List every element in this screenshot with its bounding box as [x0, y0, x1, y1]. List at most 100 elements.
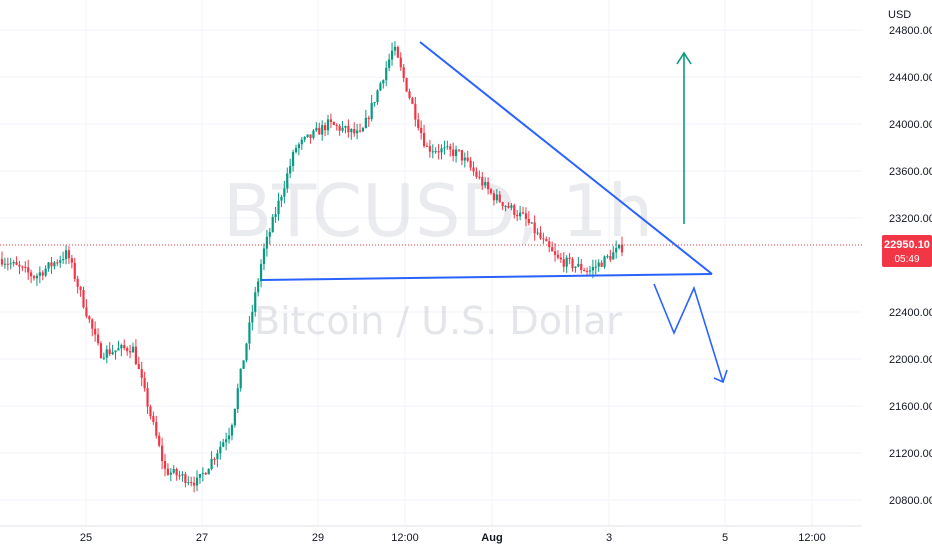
up-arrow[interactable] — [676, 51, 692, 224]
candles — [0, 41, 624, 493]
candle — [373, 101, 376, 107]
candle — [446, 140, 449, 150]
candle — [428, 139, 431, 158]
candle — [620, 236, 624, 257]
candle — [370, 95, 373, 122]
candle — [274, 206, 277, 223]
candle — [309, 134, 312, 144]
candle — [85, 299, 88, 319]
candle — [286, 167, 289, 193]
candle — [12, 260, 15, 267]
candle — [213, 457, 216, 465]
watermark-symbol: BTCUSD, 1h — [223, 169, 654, 253]
candle — [56, 259, 59, 267]
candle — [44, 265, 47, 278]
candle — [82, 286, 85, 309]
candle — [603, 255, 606, 269]
candle — [227, 427, 231, 444]
candle — [38, 266, 41, 284]
candle — [70, 254, 73, 269]
support-trendline[interactable] — [261, 273, 713, 281]
candle — [248, 316, 251, 350]
candle — [143, 371, 146, 392]
resistance-trendline[interactable] — [419, 41, 713, 275]
candle — [376, 89, 379, 105]
candle — [280, 194, 283, 208]
candle — [519, 205, 522, 221]
currency-label: USD — [888, 9, 911, 21]
candle — [187, 476, 190, 486]
candle — [222, 438, 225, 448]
candle — [91, 318, 94, 337]
candle — [131, 342, 135, 353]
candle — [539, 226, 542, 240]
candle — [516, 209, 519, 221]
candle — [160, 437, 164, 470]
candle — [434, 147, 437, 154]
candle — [216, 449, 219, 468]
candle — [242, 360, 245, 369]
candle — [126, 346, 129, 356]
candle — [21, 265, 24, 272]
candle — [361, 126, 365, 133]
candle — [312, 129, 315, 140]
time-tick-label: Aug — [481, 532, 502, 544]
price-tag: 22950.10 05:49 — [882, 235, 932, 267]
candle — [606, 254, 609, 259]
candle — [0, 251, 4, 267]
candle — [422, 124, 426, 148]
candle — [396, 45, 399, 59]
candle — [332, 121, 335, 126]
candle — [219, 441, 222, 460]
candle — [155, 415, 158, 439]
candle — [411, 96, 414, 105]
candle — [6, 257, 9, 271]
drawings[interactable] — [261, 41, 728, 384]
price-tick-label: 24800.00 — [889, 25, 932, 37]
candle — [271, 214, 274, 233]
candle — [615, 240, 618, 259]
candle — [452, 142, 455, 162]
candle — [577, 257, 580, 268]
candle — [50, 256, 53, 274]
candle — [388, 53, 391, 72]
down-zigzag-arrow[interactable] — [653, 283, 728, 384]
candle — [140, 361, 143, 387]
candle — [478, 170, 481, 180]
candle — [405, 77, 408, 93]
candle — [571, 257, 574, 272]
candle — [283, 180, 286, 204]
candle — [382, 79, 385, 89]
candle — [484, 177, 487, 189]
candle — [559, 252, 562, 263]
candle — [551, 241, 554, 252]
candle — [230, 423, 234, 441]
candle — [117, 340, 120, 351]
candle — [460, 149, 464, 166]
candle — [73, 257, 76, 282]
candle — [420, 120, 423, 140]
time-axis[interactable]: 25 27 29 12:00 Aug 3 5 12:00 — [0, 525, 862, 544]
candle — [341, 121, 344, 133]
candle — [64, 245, 68, 265]
candle — [134, 339, 137, 366]
candle — [454, 145, 458, 163]
candle — [123, 339, 126, 351]
candle — [239, 368, 242, 392]
candle — [612, 246, 615, 260]
candle — [498, 191, 501, 204]
candle — [367, 115, 370, 127]
candle — [166, 463, 170, 476]
candle — [326, 114, 330, 136]
candle — [472, 161, 475, 176]
candle — [507, 202, 510, 209]
candle — [329, 113, 333, 129]
candle — [233, 408, 236, 428]
candle — [594, 259, 597, 276]
candle — [521, 206, 525, 215]
candle — [597, 259, 600, 272]
candle — [379, 81, 382, 91]
candle — [583, 267, 586, 272]
